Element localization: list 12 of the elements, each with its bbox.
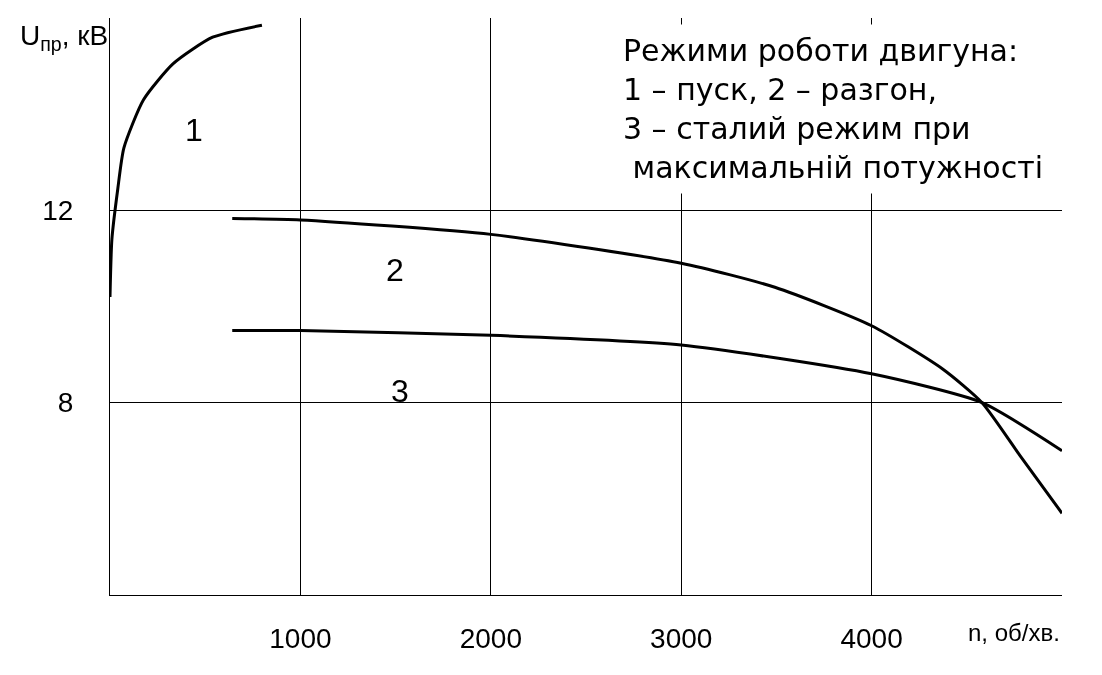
x-tick-label: 2000 <box>459 622 522 654</box>
series-label: 1 <box>185 112 203 148</box>
x-axis-title: n, об/хв. <box>968 619 1060 646</box>
annotation: Режими роботи двигуна: 1 – пуск, 2 – разгон, 3 – сталий режим при максимальній потужності <box>623 33 1044 185</box>
x-tick-label: 4000 <box>840 622 903 654</box>
series-label: 3 <box>391 373 409 409</box>
y-axis-title: U$_{пр}$, кВ <box>20 20 109 55</box>
x-tick-label: 3000 <box>650 622 713 654</box>
series-label: 2 <box>386 252 404 288</box>
x-tick-label: 1000 <box>269 622 332 654</box>
y-tick-label: 12 <box>42 195 74 227</box>
y-tick-label: 8 <box>57 387 74 419</box>
